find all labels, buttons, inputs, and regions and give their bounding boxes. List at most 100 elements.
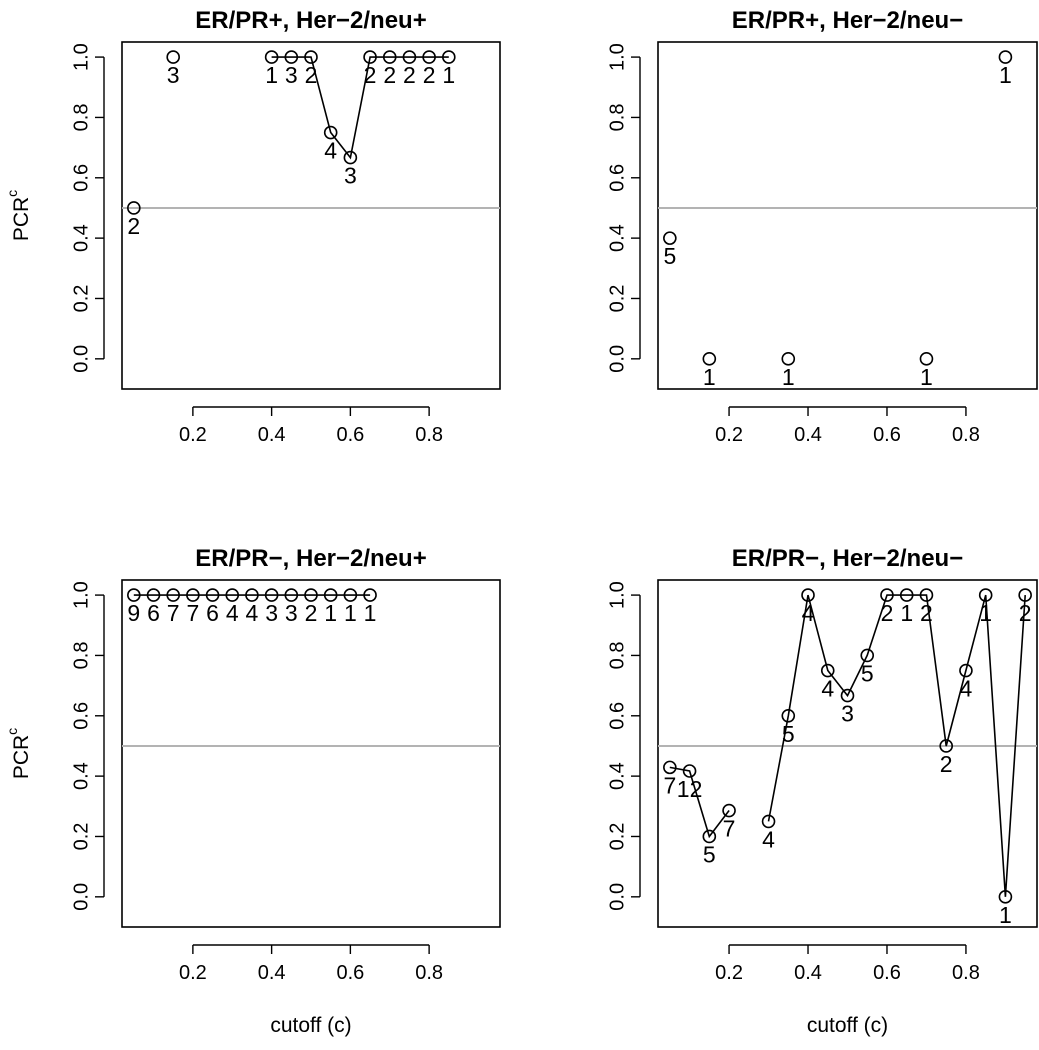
data-point <box>323 588 338 602</box>
x-tick-label: 0.6 <box>873 424 901 446</box>
y-tick-label: 0.2 <box>70 285 92 313</box>
data-point <box>998 50 1013 64</box>
y-tick-label: 0.4 <box>606 224 628 252</box>
sample-size-label: 2 <box>305 62 318 88</box>
sample-size-label: 2 <box>1019 600 1032 626</box>
data-point <box>820 663 835 678</box>
data-point <box>343 150 358 165</box>
data-point <box>919 352 934 366</box>
data-point <box>801 588 815 602</box>
y-tick-label: 0.2 <box>606 285 628 313</box>
sample-size-label: 3 <box>285 600 298 626</box>
data-point <box>186 588 200 602</box>
panel-er-neg-her2-pos: ER/PR−, Her−2/neu+ 0.2 0.4 0.6 0.8 0.0 0.2 0.4 0… <box>4 545 501 1037</box>
sample-size-label: 2 <box>383 62 396 88</box>
data-point <box>978 588 993 602</box>
sample-size-label: 2 <box>403 62 416 88</box>
data-point <box>284 50 299 64</box>
data-point <box>166 50 180 64</box>
sample-size-label: 1 <box>900 600 913 626</box>
data-point <box>781 708 796 723</box>
sample-size-label: 1 <box>442 62 455 88</box>
y-axis-label-superscript: c <box>4 728 20 735</box>
plot-frame <box>657 41 1038 390</box>
x-axis-label: cutoff (c) <box>270 1014 351 1037</box>
data-point <box>702 829 717 844</box>
data-point <box>761 814 776 829</box>
x-tick-label: 0.4 <box>794 962 822 984</box>
sample-size-label: 4 <box>802 600 815 626</box>
sample-size-label: 3 <box>167 62 180 88</box>
sample-size-label: 3 <box>841 701 854 727</box>
x-tick-label: 0.8 <box>415 424 443 446</box>
panel-title: ER/PR+, Her−2/neu+ <box>195 7 426 34</box>
x-tick-label: 0.2 <box>715 424 743 446</box>
panel-er-neg-her2-neg: ER/PR−, Her−2/neu− 0.2 0.4 0.6 0.8 0.0 0.2 0.4 0… <box>606 545 1038 1037</box>
panel-title: ER/PR−, Her−2/neu+ <box>195 545 426 572</box>
sample-size-label: 1 <box>265 62 278 88</box>
sample-size-label: 1 <box>324 600 337 626</box>
sample-size-label: 5 <box>861 660 874 686</box>
series-line <box>271 56 449 160</box>
x-tick-label: 0.6 <box>336 962 364 984</box>
data-point <box>663 760 677 775</box>
x-tick-label: 0.2 <box>715 962 743 984</box>
data-point <box>363 588 377 602</box>
sample-size-label: 4 <box>226 600 239 626</box>
x-tick-label: 0.6 <box>336 424 364 446</box>
x-tick-label: 0.4 <box>258 962 286 984</box>
y-axis-label-text: PCR <box>10 197 33 241</box>
data-point <box>284 588 299 602</box>
series-line <box>669 766 730 839</box>
x-tick-label: 0.4 <box>794 424 822 446</box>
x-tick-label: 0.6 <box>873 962 901 984</box>
sample-size-label: 5 <box>663 243 676 269</box>
sample-size-label: 3 <box>344 163 357 189</box>
data-point <box>205 588 220 602</box>
sample-size-label: 2 <box>305 600 318 626</box>
plot-frame <box>657 579 1038 928</box>
data-point <box>840 688 855 703</box>
sample-size-label: 1 <box>920 364 933 390</box>
y-tick-label: 1.0 <box>70 43 92 71</box>
data-point <box>422 50 436 64</box>
panel-title: ER/PR+, Her−2/neu− <box>732 7 963 34</box>
y-tick-label: 0.6 <box>70 164 92 192</box>
sample-size-label: 1 <box>999 902 1012 928</box>
data-point <box>343 588 358 602</box>
sample-size-label: 12 <box>677 776 703 802</box>
data-point <box>225 588 240 602</box>
data-point <box>264 50 279 64</box>
sample-size-label: 9 <box>127 600 140 626</box>
sample-size-label: 2 <box>881 600 894 626</box>
y-tick-label: 0.8 <box>606 642 628 670</box>
data-point <box>959 663 973 678</box>
plot-frame <box>121 579 501 928</box>
sample-size-label: 4 <box>246 600 259 626</box>
x-tick-label: 0.4 <box>258 424 286 446</box>
y-tick-label: 0.0 <box>70 345 92 373</box>
x-tick-label: 0.8 <box>952 424 980 446</box>
y-tick-label: 1.0 <box>606 43 628 71</box>
y-tick-label: 0.6 <box>70 702 92 730</box>
y-axis-label: PCRc <box>4 190 33 241</box>
plot-frame <box>121 41 501 390</box>
panel-title: ER/PR−, Her−2/neu− <box>732 545 963 572</box>
y-tick-label: 0.6 <box>606 164 628 192</box>
sample-size-label: 1 <box>782 364 795 390</box>
y-tick-label: 1.0 <box>606 581 628 609</box>
y-tick-label: 0.4 <box>606 762 628 790</box>
sample-size-label: 2 <box>423 62 436 88</box>
sample-size-label: 6 <box>147 600 160 626</box>
y-tick-label: 0.4 <box>70 224 92 252</box>
data-point <box>363 50 377 64</box>
sample-size-label: 1 <box>344 600 357 626</box>
data-point <box>402 50 417 64</box>
y-tick-label: 0.4 <box>70 762 92 790</box>
sample-size-label: 5 <box>782 721 795 747</box>
sample-size-label: 1 <box>999 62 1012 88</box>
sample-size-label: 7 <box>167 600 180 626</box>
data-point <box>663 231 677 245</box>
data-point <box>722 803 736 818</box>
sample-size-label: 2 <box>364 62 377 88</box>
